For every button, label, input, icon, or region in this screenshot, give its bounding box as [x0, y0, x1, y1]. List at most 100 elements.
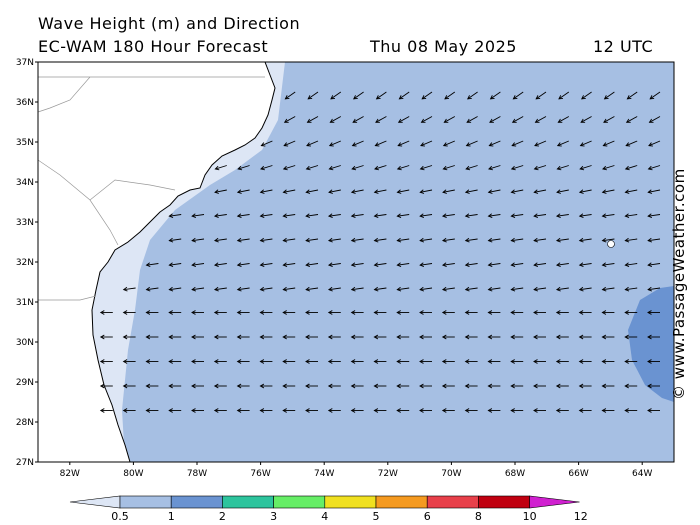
- credit-url: www.PassageWeather.com: [670, 168, 688, 380]
- wave-arrow: [191, 237, 205, 243]
- wave-arrow: [145, 286, 159, 292]
- wave-arrow: [145, 334, 159, 340]
- wave-arrow: [555, 334, 569, 340]
- wave-arrow: [647, 310, 660, 315]
- wave-arrow: [556, 189, 569, 194]
- wave-arrow: [305, 310, 318, 315]
- wave-arrow: [236, 310, 250, 315]
- wave-arrow: [168, 262, 182, 268]
- wave-arrow: [601, 359, 615, 364]
- wave-arrow: [191, 334, 204, 340]
- wave-arrow: [122, 310, 136, 315]
- wave-arrow: [283, 140, 296, 147]
- colorbar-high-arrow: [529, 495, 580, 509]
- wave-arrow: [647, 165, 661, 171]
- colorbar-segment: [273, 495, 326, 509]
- map-title: Wave Height (m) and Direction: [38, 14, 301, 33]
- wave-arrow: [624, 310, 638, 315]
- wave-arrow: [168, 334, 182, 340]
- wave-arrow: [465, 165, 478, 171]
- wave-arrow: [510, 334, 524, 340]
- wave-arrow: [556, 165, 569, 171]
- wave-arrow: [555, 359, 569, 364]
- wave-arrow: [373, 189, 387, 194]
- wave-arrow: [260, 165, 273, 171]
- wave-arrow: [307, 91, 319, 100]
- wave-arrow: [327, 334, 341, 340]
- wave-arrow: [213, 310, 227, 315]
- wave-arrow: [306, 140, 319, 147]
- lat-label: 29N: [16, 378, 34, 388]
- lon-label: 74W: [314, 469, 334, 479]
- wave-arrow: [350, 189, 364, 194]
- colorbar-segment: [478, 495, 530, 509]
- wave-arrow: [648, 140, 661, 147]
- wave-arrow: [487, 286, 501, 292]
- lon-label: 70W: [441, 469, 461, 479]
- wave-arrow: [282, 262, 296, 268]
- wave-arrow: [328, 165, 341, 171]
- wave-arrow: [487, 262, 501, 268]
- wave-arrow: [578, 189, 592, 194]
- wave-arrow: [373, 286, 387, 292]
- wave-arrow: [145, 310, 159, 315]
- wave-arrow: [647, 286, 661, 292]
- wave-arrow: [305, 359, 318, 364]
- lon-label: 64W: [632, 469, 652, 479]
- wave-arrow: [533, 262, 547, 268]
- wave-arrow: [99, 359, 113, 364]
- wave-arrow: [350, 334, 364, 340]
- wave-arrow: [168, 359, 182, 364]
- wave-arrow: [259, 189, 273, 194]
- wave-arrow: [533, 408, 546, 413]
- wave-arrow: [396, 383, 410, 389]
- lat-label: 31N: [16, 298, 34, 308]
- wave-arrow: [510, 408, 524, 413]
- wave-arrow: [487, 334, 501, 340]
- model-label: EC-WAM 180 Hour Forecast: [38, 37, 269, 56]
- wave-arrow: [465, 140, 478, 147]
- wave-arrow: [464, 408, 478, 413]
- wave-arrow: [213, 286, 227, 292]
- wave-arrow: [419, 334, 432, 340]
- wave-arrow: [419, 213, 433, 219]
- wave-arrow: [624, 213, 638, 219]
- wave-arrow: [191, 213, 205, 219]
- wave-arrow: [533, 359, 546, 364]
- wave-arrow: [213, 262, 227, 268]
- wave-arrow: [601, 408, 615, 413]
- wave-arrow: [396, 310, 410, 315]
- wave-arrow: [259, 359, 273, 364]
- wave-arrow: [647, 408, 660, 413]
- wave-arrow: [578, 262, 592, 268]
- wave-arrow: [419, 165, 433, 171]
- lat-label: 37N: [16, 58, 34, 68]
- wave-arrow: [168, 213, 182, 219]
- wave-arrow: [396, 359, 410, 364]
- wave-arrow: [282, 237, 296, 243]
- wave-arrow: [555, 237, 569, 243]
- wave-arrow: [624, 286, 638, 292]
- wave-arrow: [375, 116, 387, 123]
- wave-arrow: [145, 408, 159, 413]
- wave-arrow: [647, 383, 660, 389]
- wave-arrow: [464, 237, 478, 243]
- wave-arrow: [259, 286, 273, 292]
- wave-arrow: [419, 408, 432, 413]
- wave-arrow: [236, 408, 250, 413]
- latitude-labels: 37N 36N 35N 34N 33N 32N 31N 30N 29N 28N 27N: [16, 58, 38, 468]
- wave-arrow: [122, 359, 136, 364]
- wave-arrow: [282, 213, 296, 219]
- wave-arrow: [305, 165, 319, 171]
- wave-arrow: [330, 91, 342, 100]
- wave-arrow: [282, 334, 296, 340]
- wave-arrow: [647, 334, 660, 340]
- wave-arrow: [260, 140, 273, 147]
- wave-arrow: [236, 262, 250, 268]
- wave-arrow: [603, 116, 615, 123]
- wave-arrow: [375, 91, 387, 100]
- wave-arrow: [398, 91, 410, 100]
- wave-arrow: [327, 408, 341, 413]
- wave-arrow: [510, 262, 524, 268]
- wave-arrow: [624, 165, 638, 171]
